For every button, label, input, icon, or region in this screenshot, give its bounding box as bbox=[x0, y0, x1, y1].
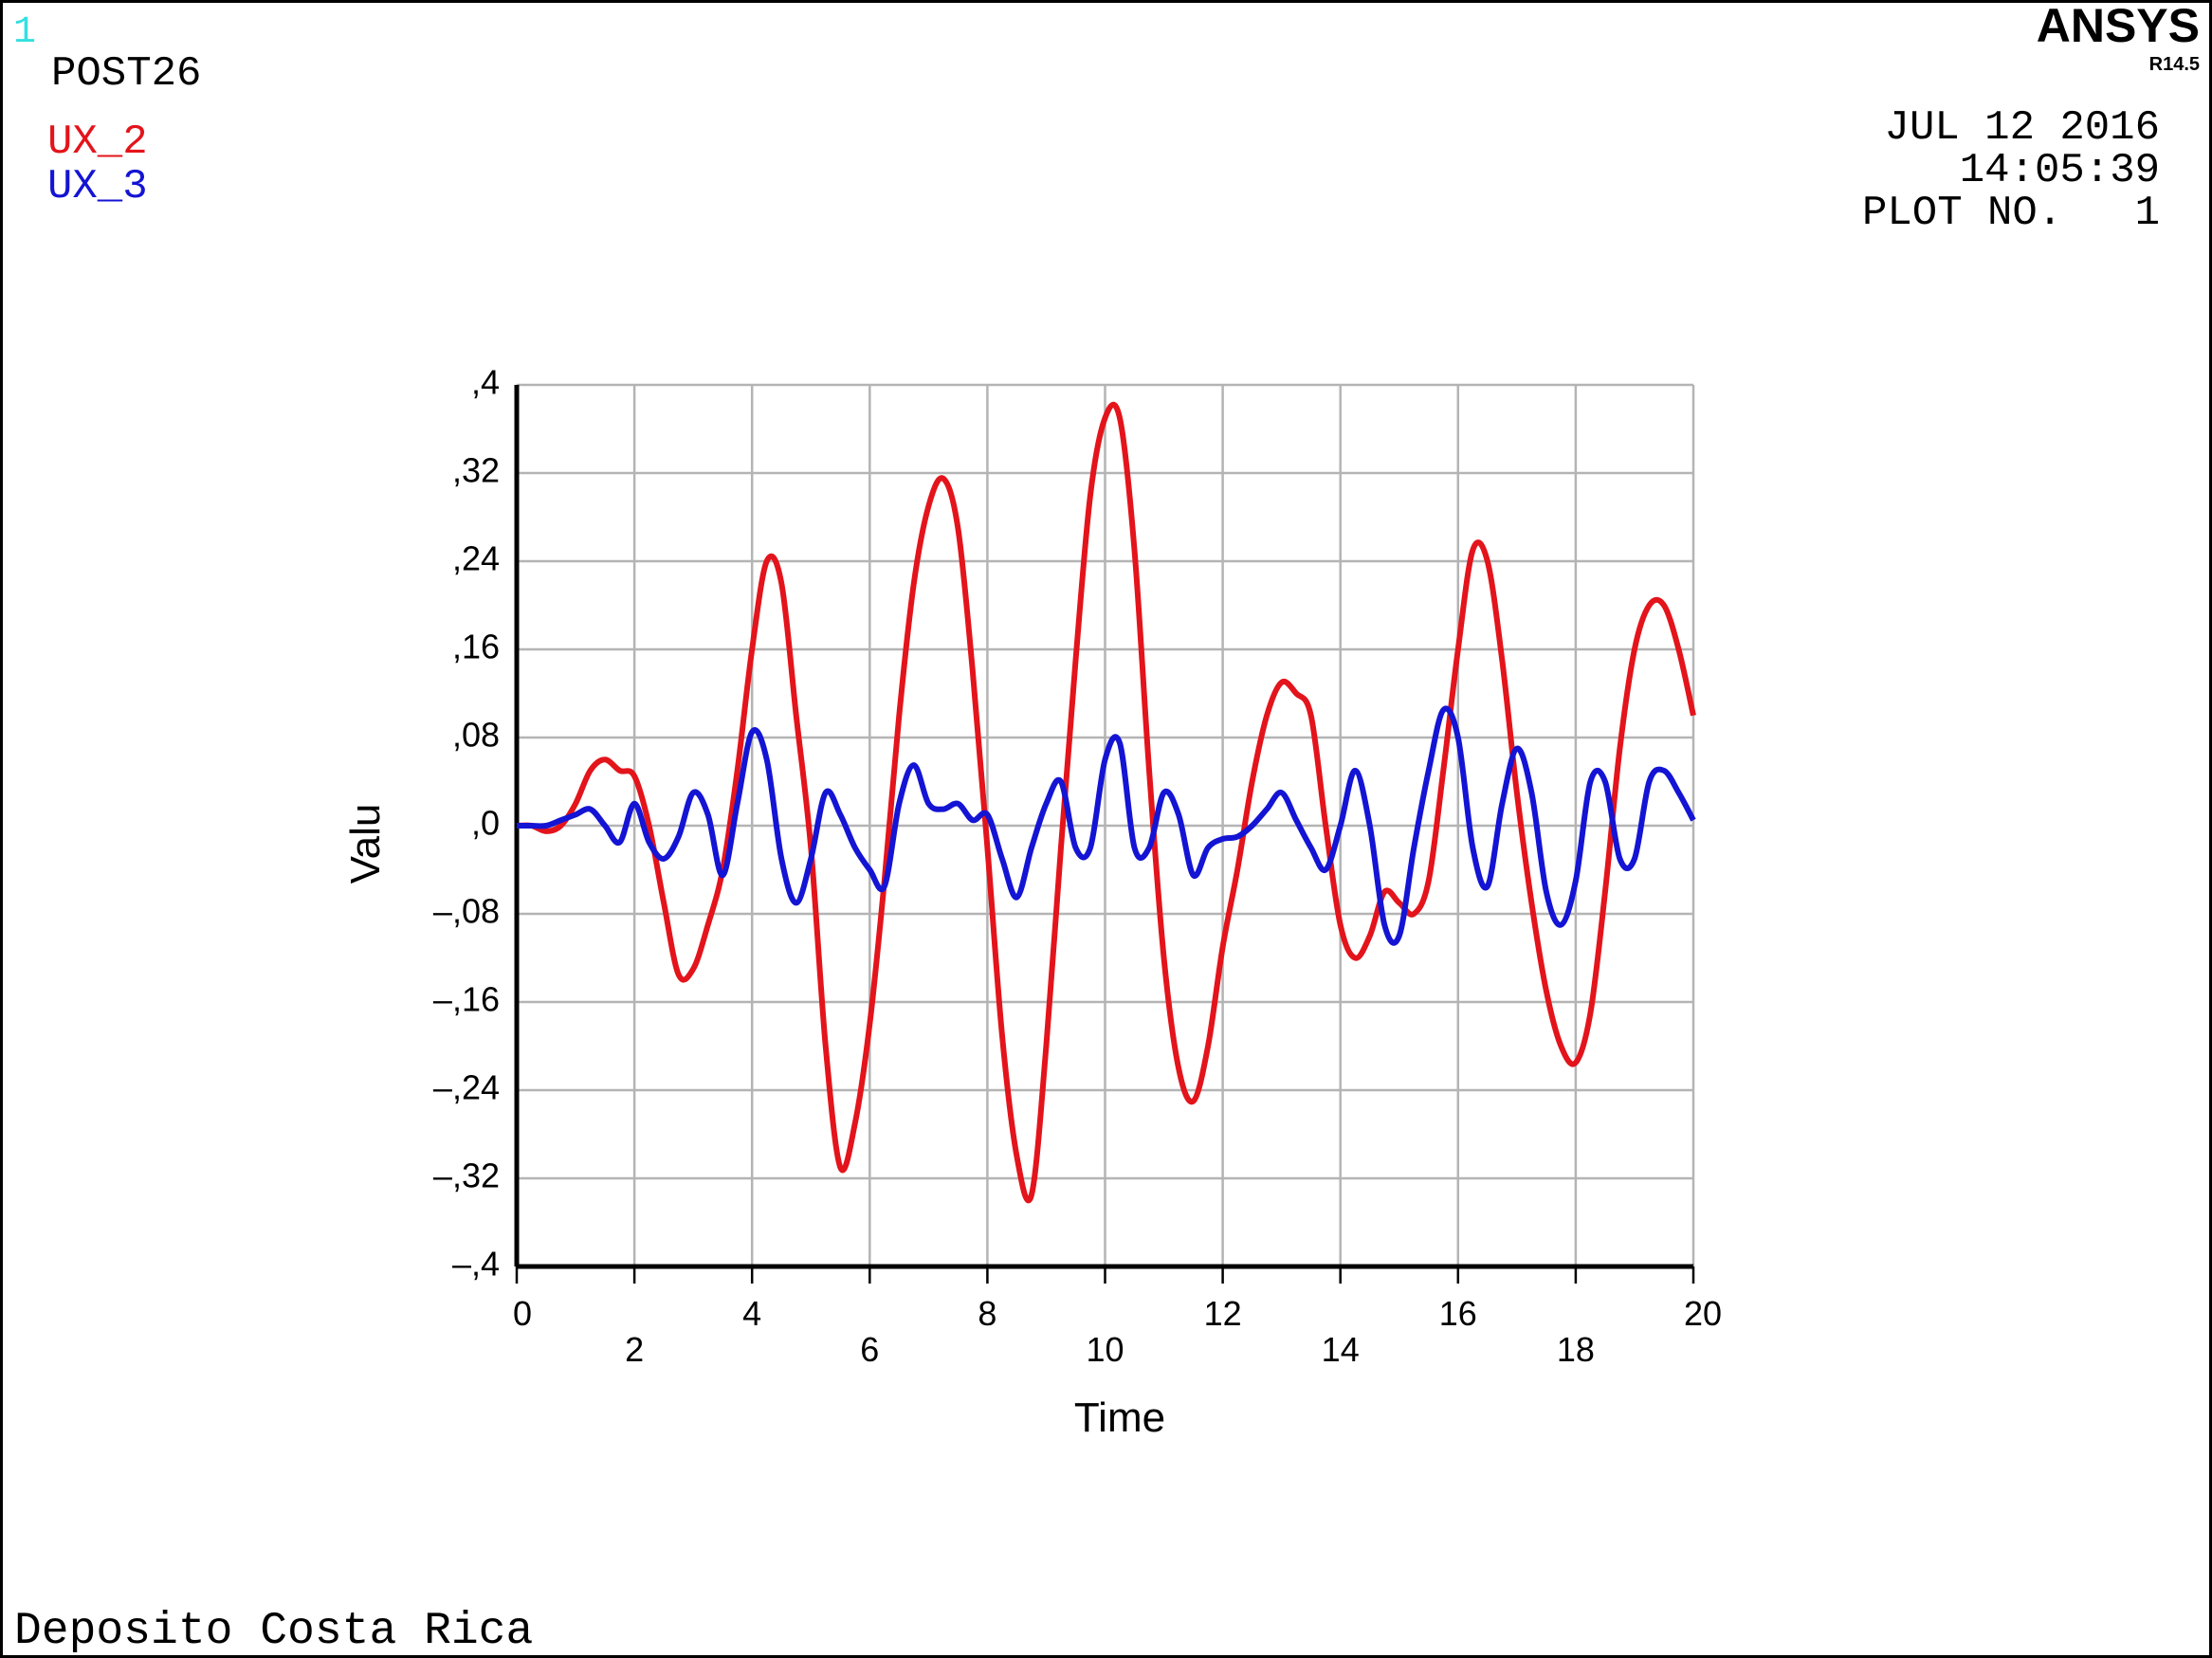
y-tick-label: ,0 bbox=[471, 804, 500, 843]
x-tick-label: 14 bbox=[1322, 1330, 1360, 1369]
date: JUL 12 2016 bbox=[1885, 104, 2160, 152]
y-tick-label: ,16 bbox=[452, 628, 500, 666]
legend-entry: UX_3 bbox=[47, 163, 148, 210]
y-tick-label: –,24 bbox=[433, 1068, 500, 1107]
x-axis-label: Time bbox=[1074, 1394, 1165, 1441]
x-tick-label: 0 bbox=[513, 1294, 532, 1333]
plot-number: 1 bbox=[2135, 190, 2160, 237]
y-tick-label: ,08 bbox=[452, 716, 500, 755]
x-tick-label: 8 bbox=[978, 1294, 996, 1333]
version: R14.5 bbox=[2149, 54, 2200, 75]
program-label: POST26 bbox=[51, 50, 201, 98]
brand: ANSYS bbox=[2037, 0, 2200, 52]
series-line bbox=[516, 705, 1696, 946]
x-tick-label: 20 bbox=[1684, 1294, 1722, 1333]
x-tick-label: 18 bbox=[1557, 1330, 1595, 1369]
legend-entry: UX_2 bbox=[47, 118, 148, 166]
y-tick-label: –,4 bbox=[452, 1245, 500, 1284]
y-tick-label: ,4 bbox=[471, 363, 500, 402]
y-tick-label: –,08 bbox=[433, 892, 500, 931]
x-tick-label: 12 bbox=[1204, 1294, 1242, 1333]
y-axis-label: Valu bbox=[342, 804, 389, 884]
y-tick-label: ,32 bbox=[452, 451, 500, 490]
y-tick-label: ,24 bbox=[452, 539, 500, 578]
window-number: 1 bbox=[13, 11, 36, 54]
y-tick-label: –,32 bbox=[433, 1157, 500, 1195]
plot-label: PLOT NO. bbox=[1862, 190, 2062, 237]
series-line bbox=[516, 402, 1696, 1204]
x-tick-label: 2 bbox=[625, 1330, 644, 1369]
x-tick-label: 10 bbox=[1086, 1330, 1124, 1369]
x-tick-label: 4 bbox=[742, 1294, 761, 1333]
footer: Deposito Costa Rica bbox=[14, 1606, 533, 1657]
x-tick-label: 16 bbox=[1439, 1294, 1477, 1333]
y-tick-label: –,16 bbox=[433, 980, 500, 1019]
x-tick-label: 6 bbox=[860, 1330, 879, 1369]
time: 14:05:39 bbox=[1960, 147, 2160, 194]
